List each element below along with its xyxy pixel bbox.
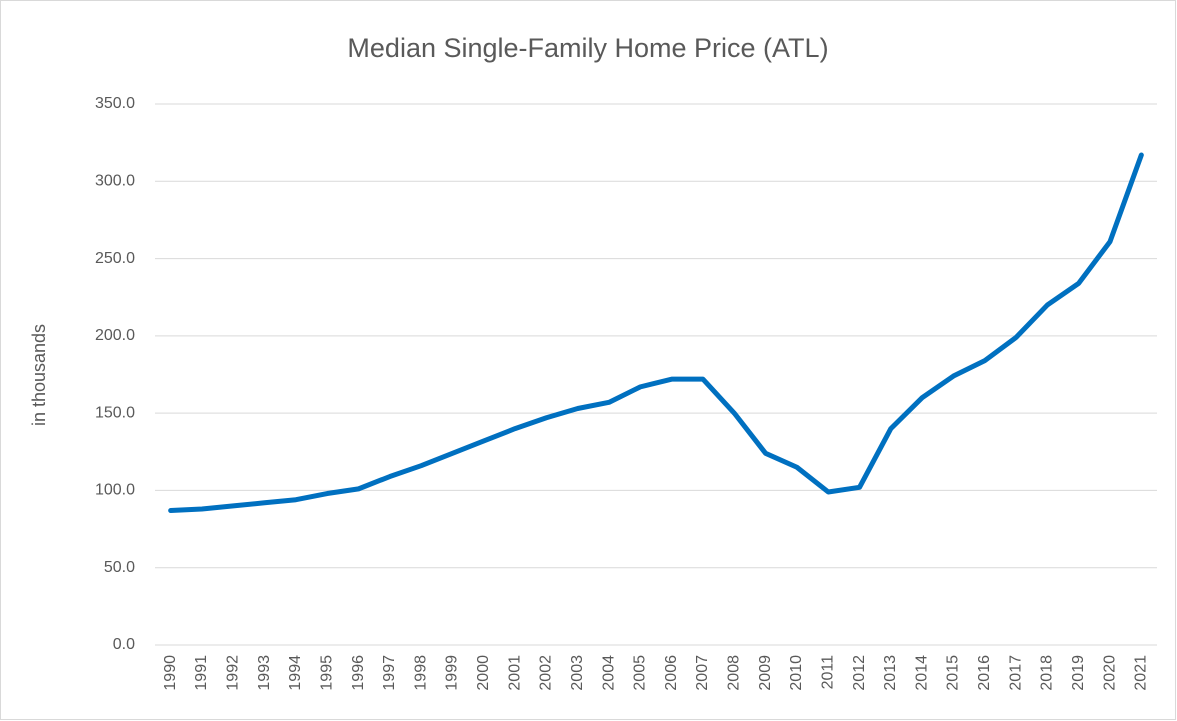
x-tick-label: 2019 [1070,655,1087,691]
y-tick-label: 100.0 [95,482,135,499]
x-tick-label: 2000 [475,655,492,691]
x-tick-label: 1998 [412,655,429,691]
x-tick-label: 2005 [632,655,649,691]
y-tick-label: 50.0 [104,559,135,576]
x-tick-label: 1997 [381,655,398,691]
x-tick-label: 2001 [506,655,523,691]
x-tick-label: 2009 [757,655,774,691]
x-tick-label: 2006 [663,655,680,691]
x-tick-label: 2003 [569,655,586,691]
x-tick-label: 2018 [1039,655,1056,691]
x-tick-label: 1999 [444,655,461,691]
y-tick-label: 300.0 [95,173,135,190]
y-axis-label: in thousands [29,324,49,426]
x-tick-label: 2015 [945,655,962,691]
y-tick-label: 250.0 [95,250,135,267]
x-tick-label: 1990 [162,655,179,691]
x-tick-label: 2007 [694,655,711,691]
x-tick-label: 1991 [193,655,210,691]
x-tick-label: 2011 [819,655,836,690]
chart-title: Median Single-Family Home Price (ATL) [347,33,828,63]
x-tick-label: 2021 [1133,655,1150,691]
x-tick-label: 1993 [256,655,273,691]
x-tick-label: 2020 [1101,655,1118,691]
x-tick-label: 2004 [600,655,617,691]
y-tick-label: 200.0 [95,327,135,344]
x-tick-label: 2012 [851,655,868,691]
x-tick-label: 2016 [976,655,993,691]
y-tick-label: 350.0 [95,95,135,112]
x-tick-label: 1994 [287,655,304,691]
y-tick-label: 150.0 [95,404,135,421]
line-series [168,152,1144,514]
x-tick-label: 2014 [913,655,930,691]
x-tick-label: 2010 [788,655,805,691]
y-tick-label: 0.0 [113,636,135,653]
x-tick-label: 2008 [726,655,743,691]
x-tick-label: 1992 [225,655,242,691]
x-tick-label: 1995 [318,655,335,691]
x-tick-label: 2002 [538,655,555,691]
x-tick-label: 2013 [882,655,899,691]
x-tick-label: 2017 [1007,655,1024,691]
x-tick-label: 1996 [350,655,367,691]
